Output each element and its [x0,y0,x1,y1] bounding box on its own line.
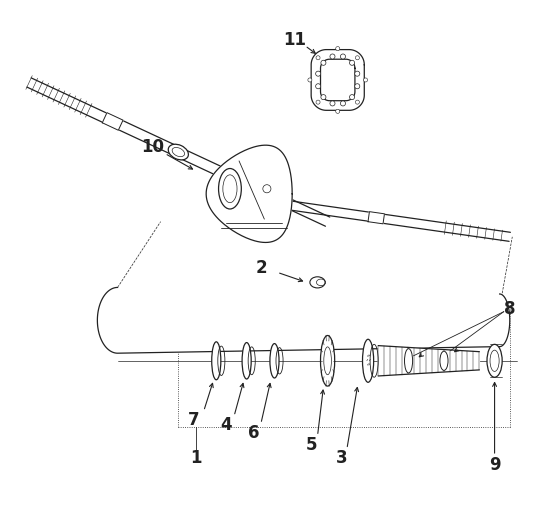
Ellipse shape [242,343,251,379]
Circle shape [316,72,321,77]
Ellipse shape [487,345,502,378]
Polygon shape [102,114,123,131]
Circle shape [308,79,312,83]
Text: 7: 7 [188,410,200,428]
Circle shape [316,57,320,61]
Circle shape [350,61,355,66]
Text: 8: 8 [504,299,516,317]
Circle shape [316,101,320,105]
Polygon shape [27,79,330,227]
Circle shape [355,101,360,105]
Text: 11: 11 [283,31,306,49]
Text: 3: 3 [336,448,347,466]
Ellipse shape [270,344,279,378]
Polygon shape [206,146,292,243]
Ellipse shape [362,340,373,383]
Polygon shape [311,50,365,111]
Text: 9: 9 [489,454,500,473]
Polygon shape [378,346,479,376]
Circle shape [355,84,360,89]
Circle shape [340,102,346,107]
Text: 2: 2 [256,259,268,277]
Polygon shape [368,212,384,224]
Text: 6: 6 [249,423,260,441]
Circle shape [316,84,321,89]
Circle shape [330,55,335,60]
Circle shape [336,47,340,52]
Text: 10: 10 [141,137,165,156]
Circle shape [330,102,335,107]
Text: 1: 1 [190,448,202,466]
Ellipse shape [321,336,335,386]
Polygon shape [279,200,510,242]
Ellipse shape [310,277,325,288]
Circle shape [340,55,346,60]
Circle shape [321,95,326,100]
Ellipse shape [219,169,242,210]
Circle shape [355,57,360,61]
Circle shape [355,72,360,77]
Ellipse shape [440,351,448,371]
Text: 5: 5 [306,435,317,453]
Ellipse shape [212,342,221,380]
Circle shape [350,95,355,100]
Text: 4: 4 [220,415,232,433]
Circle shape [321,61,326,66]
Polygon shape [98,288,510,354]
Circle shape [336,110,340,114]
Circle shape [363,79,367,83]
Ellipse shape [404,349,413,373]
Ellipse shape [168,145,188,161]
